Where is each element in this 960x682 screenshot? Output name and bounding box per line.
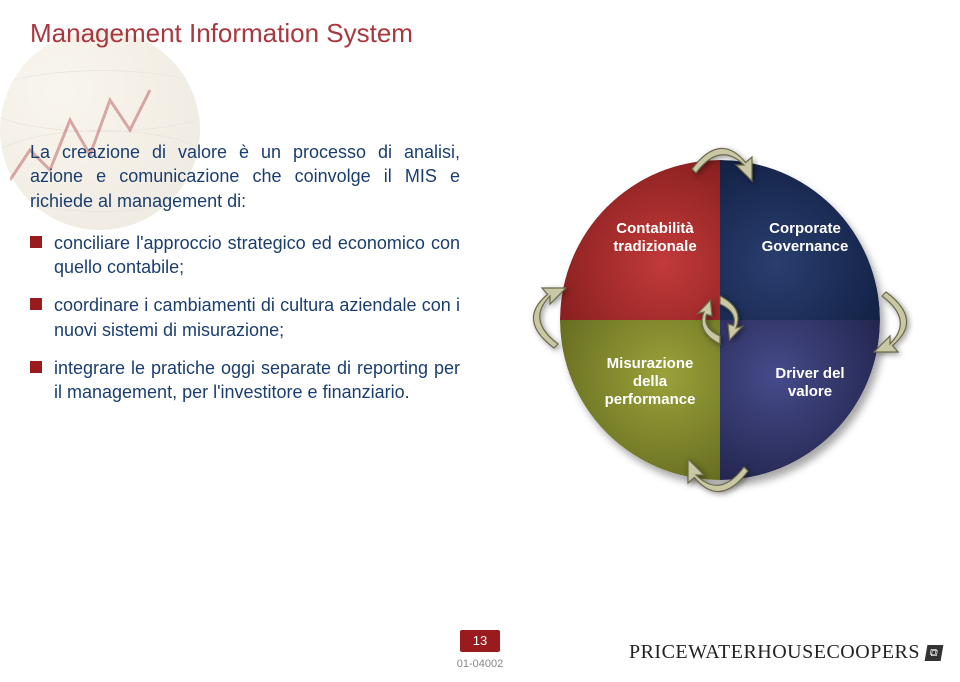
document-code: 01-04002 [457, 658, 504, 670]
cycle-arrow-bottom [680, 435, 760, 515]
body-text-block: La creazione di valore è un processo di … [30, 140, 460, 419]
cycle-arrow-right [850, 280, 930, 360]
quadrant-diagram: Contabilità tradizionale Corporate Gover… [520, 140, 920, 510]
bullet-item: coordinare i cambiamenti di cultura azie… [30, 293, 460, 342]
label-top-left: Contabilità tradizionale [600, 220, 710, 256]
bullet-list: conciliare l'approccio strategico ed eco… [30, 231, 460, 405]
center-swirl-icon [680, 280, 760, 360]
page-number: 13 [460, 630, 500, 652]
cycle-arrow-left [510, 280, 590, 360]
intro-paragraph: La creazione di valore è un processo di … [30, 140, 460, 213]
cycle-arrow-top [680, 125, 760, 205]
slide-title: Management Information System [30, 18, 413, 49]
label-bottom-right: Driver del valore [750, 365, 870, 401]
label-bottom-left: Misurazione della performance [585, 355, 715, 409]
bullet-item: integrare le pratiche oggi separate di r… [30, 356, 460, 405]
brand-badge-icon: ⧉ [925, 645, 944, 661]
label-top-right: Corporate Governance [740, 220, 870, 256]
bullet-item: conciliare l'approccio strategico ed eco… [30, 231, 460, 280]
brand-logo: PRICEWATERHOUSECOOPERS ⧉ [629, 641, 942, 664]
brand-text: PRICEWATERHOUSECOOPERS [629, 641, 920, 664]
